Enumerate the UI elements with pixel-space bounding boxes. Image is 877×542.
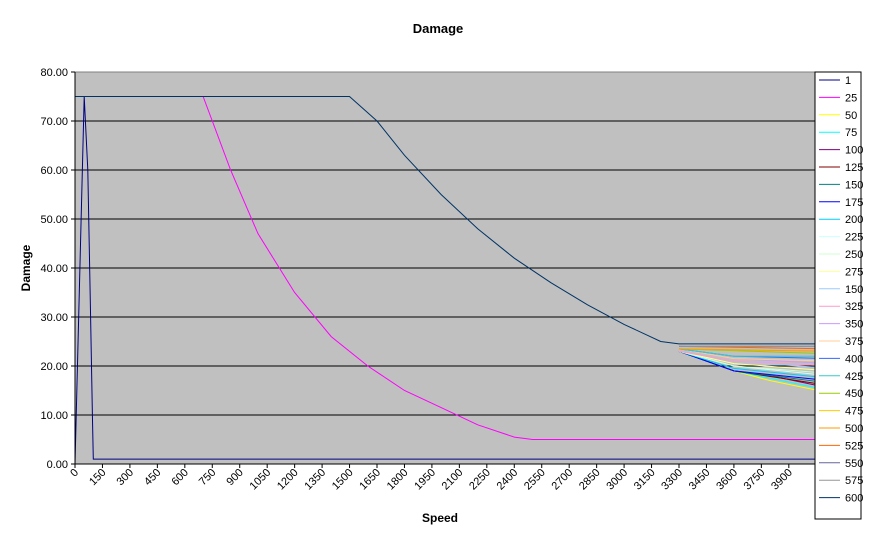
- legend-label: 225: [845, 232, 863, 244]
- series-lines: [74, 96, 831, 465]
- legend-label: 325: [845, 301, 863, 313]
- legend-label: 25: [845, 92, 857, 104]
- x-tick-label: 3750: [742, 467, 768, 493]
- y-tick-label: 60.00: [40, 165, 68, 177]
- x-axis-title: Speed: [422, 511, 458, 525]
- legend-label: 475: [845, 406, 863, 418]
- legend-box: [814, 71, 862, 520]
- y-tick-label: 30.00: [40, 312, 68, 324]
- x-tick-label: 2550: [522, 467, 548, 493]
- x-tick-label: 1650: [357, 467, 383, 493]
- x-tick-label: 1500: [330, 467, 356, 493]
- chart-title: Damage: [413, 21, 464, 36]
- x-tick-label: 150: [87, 467, 108, 488]
- x-tick-label: 3600: [714, 467, 740, 493]
- x-tick-label: 900: [224, 467, 245, 488]
- x-tick-label: 2100: [440, 467, 466, 493]
- y-tick-label: 40.00: [40, 263, 68, 275]
- y-tick-label: 80.00: [40, 67, 68, 79]
- legend-label: 575: [845, 475, 863, 487]
- legend-label: 175: [845, 197, 863, 209]
- x-tick-label: 3150: [632, 467, 658, 493]
- legend-label: 75: [845, 127, 857, 139]
- legend-label: 450: [845, 388, 863, 400]
- legend-label: 425: [845, 371, 863, 383]
- series-line-15: [678, 348, 831, 362]
- x-tick-label: 0: [68, 467, 81, 480]
- legend-label: 150: [845, 284, 863, 296]
- legend-label: 600: [845, 493, 863, 505]
- legend-label: 50: [845, 110, 857, 122]
- series-line-17: [678, 348, 830, 357]
- y-tick-label: 10.00: [40, 410, 68, 422]
- series-line-13: [678, 350, 831, 367]
- legend-label: 400: [845, 353, 863, 365]
- x-tick-label: 2700: [550, 467, 576, 493]
- y-tick-label: 50.00: [40, 214, 68, 226]
- legend-label: 500: [845, 423, 863, 435]
- legend-label: 350: [845, 319, 863, 331]
- legend-label: 1: [845, 75, 851, 87]
- y-tick-label: 0.00: [47, 459, 68, 471]
- x-axis-ticks: 0 150 300 450 600 750 900 1050 1200 1350 1500 1650 1…: [68, 464, 795, 492]
- series-line-7: [678, 350, 831, 382]
- legend-label: 550: [845, 458, 863, 470]
- x-tick-label: 450: [142, 467, 163, 488]
- x-tick-label: 3000: [604, 467, 630, 493]
- x-tick-label: 2400: [495, 467, 521, 493]
- x-tick-label: 300: [115, 467, 136, 488]
- legend-label: 150: [845, 179, 863, 191]
- x-tick-label: 1200: [275, 467, 301, 493]
- x-tick-label: 1800: [385, 467, 411, 493]
- legend-label: 100: [845, 145, 863, 157]
- series-line-1: [75, 96, 830, 440]
- x-tick-label: 1350: [302, 467, 328, 493]
- x-tick-label: 600: [169, 467, 190, 488]
- series-line-10: [678, 350, 831, 374]
- grid-lines: [75, 120, 830, 416]
- legend-label: 375: [845, 336, 863, 348]
- series-line-24: [75, 96, 830, 345]
- y-axis-ticks: 0.00 10.00 20.00 30.00 40.00 50.00 60.00 70.00 8…: [40, 67, 75, 471]
- legend-label: 200: [845, 214, 863, 226]
- x-tick-label: 3450: [687, 467, 713, 493]
- series-line-8: [678, 350, 831, 379]
- y-tick-label: 70.00: [40, 116, 68, 128]
- x-tick-label: 750: [197, 467, 218, 488]
- legend-label: 250: [845, 249, 863, 261]
- x-tick-label: 3300: [659, 467, 685, 493]
- legend: 1255075100125150175200225250275150325350…: [819, 75, 863, 505]
- series-line-11: [678, 350, 831, 372]
- legend-label: 125: [845, 162, 863, 174]
- legend-label: 275: [845, 266, 863, 278]
- y-tick-label: 20.00: [40, 361, 68, 373]
- x-tick-label: 1050: [248, 467, 274, 493]
- x-tick-label: 2250: [467, 467, 493, 493]
- series-line-20: [678, 348, 831, 352]
- legend-label: 525: [845, 440, 863, 452]
- x-tick-label: 2850: [577, 467, 603, 493]
- y-axis-title: Damage: [19, 244, 33, 291]
- x-tick-label: 1950: [412, 467, 438, 493]
- x-tick-label: 3900: [769, 467, 795, 493]
